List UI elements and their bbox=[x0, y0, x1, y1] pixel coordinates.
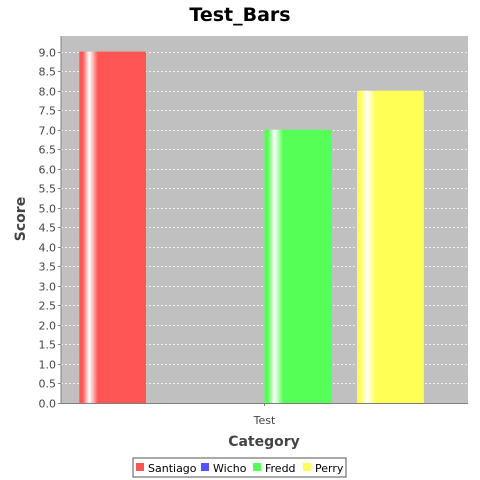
x-axis-label: Category bbox=[228, 434, 300, 450]
bar-perry bbox=[357, 90, 424, 403]
chart-title: Test_Bars bbox=[189, 4, 290, 26]
y-tick-label: 0.5 bbox=[39, 378, 57, 391]
y-tick-label: 7.5 bbox=[39, 105, 57, 118]
legend-swatch-perry bbox=[303, 463, 311, 471]
y-tick-label: 8.0 bbox=[39, 86, 57, 99]
y-tick-label: 1.0 bbox=[39, 359, 57, 372]
y-axis-label: Score bbox=[13, 197, 29, 241]
legend-label-fredd: Fredd bbox=[265, 462, 296, 475]
legend: Santiago Wicho Fredd Perry bbox=[132, 457, 347, 478]
legend-box bbox=[132, 457, 347, 478]
y-tick-label: 0.0 bbox=[39, 398, 57, 411]
x-axis-ticks: Test bbox=[253, 403, 276, 427]
legend-swatch-santiago bbox=[136, 463, 144, 471]
y-axis-ticks: 0.0 0.5 1.0 1.5 2.0 2.5 3.0 3.5 4.0 4.5 5.0 5.5 6.0 6… bbox=[39, 47, 61, 411]
y-tick-label: 5.0 bbox=[39, 203, 57, 216]
legend-label-wicho: Wicho bbox=[213, 462, 247, 475]
y-tick-label: 4.0 bbox=[39, 242, 57, 255]
y-tick-label: 3.0 bbox=[39, 281, 57, 294]
y-tick-label: 2.5 bbox=[39, 300, 57, 313]
bars bbox=[79, 51, 424, 403]
bar-santiago bbox=[79, 51, 146, 403]
y-tick-label: 1.5 bbox=[39, 339, 57, 352]
y-tick-label: 7.0 bbox=[39, 125, 57, 138]
y-tick-label: 6.5 bbox=[39, 144, 57, 157]
y-tick-label: 8.5 bbox=[39, 66, 57, 79]
y-tick-label: 2.0 bbox=[39, 320, 57, 333]
y-tick-label: 5.5 bbox=[39, 183, 57, 196]
legend-label-perry: Perry bbox=[315, 462, 344, 475]
x-tick-label: Test bbox=[253, 414, 276, 427]
y-tick-label: 4.5 bbox=[39, 222, 57, 235]
y-tick-label: 6.0 bbox=[39, 164, 57, 177]
y-tick-label: 3.5 bbox=[39, 261, 57, 274]
bar-fredd bbox=[264, 129, 332, 403]
legend-swatch-wicho bbox=[201, 463, 209, 471]
legend-label-santiago: Santiago bbox=[148, 462, 197, 475]
legend-swatch-fredd bbox=[253, 463, 261, 471]
y-tick-label: 9.0 bbox=[39, 47, 57, 60]
